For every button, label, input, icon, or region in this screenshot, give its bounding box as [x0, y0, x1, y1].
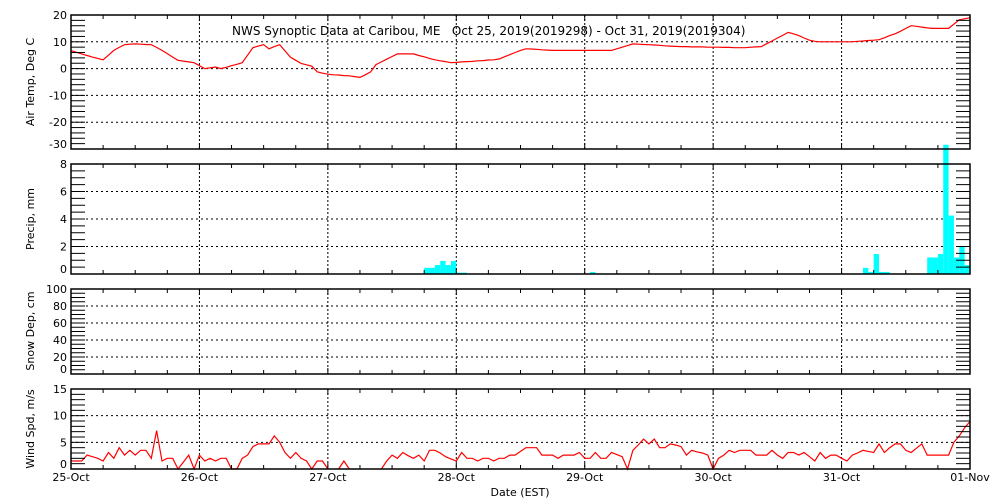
x-tick-label: 29-Oct	[566, 471, 604, 484]
wind-y-tick-label: 0	[60, 458, 67, 471]
precip-bar	[424, 267, 430, 274]
x-tick-label: 27-Oct	[309, 471, 347, 484]
precip-bar	[429, 267, 435, 274]
precip-y-tick-label: 2	[60, 241, 67, 254]
precip-bar	[879, 271, 885, 274]
gridlines	[71, 15, 970, 469]
precip-y-tick-label: 4	[60, 213, 67, 226]
snow-panel-frame	[70, 288, 971, 375]
axes: -30-20-10010200246802040608010005101525-…	[46, 9, 990, 484]
temp-y-tick-label: 10	[53, 36, 67, 49]
precip-bar	[873, 254, 880, 274]
x-tick-label: 28-Oct	[438, 471, 476, 484]
temp-y-tick-label: 0	[60, 63, 67, 76]
precip-bar	[868, 271, 874, 274]
precip-bar	[434, 265, 441, 274]
temp-y-tick-label: -20	[49, 116, 67, 129]
precip-bar	[948, 215, 954, 274]
precip-bar	[862, 267, 869, 274]
precip-bar	[927, 257, 933, 274]
snow-y-tick-label: 0	[60, 363, 67, 376]
wind-panel-frame	[70, 388, 971, 470]
temp-axis-label: Air Temp, Deg C	[24, 38, 37, 127]
x-tick-label: 30-Oct	[694, 471, 732, 484]
temp-y-tick-label: -10	[49, 89, 67, 102]
x-tick-label: 31-Oct	[823, 471, 861, 484]
snow-y-tick-label: 100	[46, 283, 67, 296]
wind-series-line	[71, 421, 971, 471]
wind-axis-label: Wind Spd, m/s	[24, 389, 37, 469]
precip-bar	[937, 254, 944, 274]
wind-y-tick-label: 5	[60, 436, 67, 449]
precip-bar	[932, 257, 938, 274]
precip-bar	[590, 271, 596, 274]
snow-y-tick-label: 20	[53, 351, 67, 364]
precip-y-tick-label: 8	[60, 158, 67, 171]
precip-y-tick-label: 0	[60, 263, 67, 276]
wind-y-tick-label: 15	[53, 383, 67, 396]
x-tick-label: 01-Nov	[950, 471, 990, 484]
snow-y-tick-label: 80	[53, 300, 67, 313]
precip-panel-frame	[70, 163, 971, 275]
wind-y-tick-label: 10	[53, 410, 67, 423]
temp-series-line	[70, 17, 971, 79]
data-marks	[70, 17, 971, 471]
temp-y-tick-label: 20	[53, 9, 67, 22]
snow-y-tick-label: 60	[53, 317, 67, 330]
x-tick-label: 26-Oct	[181, 471, 219, 484]
precip-bar	[450, 260, 457, 274]
precip-bar	[964, 265, 970, 274]
x-tick-label: 25-Oct	[52, 471, 90, 484]
temp-panel-frame	[70, 14, 971, 150]
precip-bar	[884, 271, 890, 274]
precip-bar	[440, 260, 446, 274]
temp-y-tick-label: -30	[49, 138, 67, 151]
precip-bar	[445, 265, 451, 274]
precip-y-tick-label: 6	[60, 186, 67, 199]
snow-axis-label: Snow Dep, cm	[24, 291, 37, 370]
precip-bar	[943, 144, 949, 274]
precip-bar	[953, 257, 960, 274]
chart-title: NWS Synoptic Data at Caribou, ME Oct 25,…	[232, 24, 746, 38]
precip-axis-label: Precip, mm	[24, 188, 37, 250]
x-axis-label: Date (EST)	[490, 486, 549, 499]
snow-y-tick-label: 40	[53, 334, 67, 347]
